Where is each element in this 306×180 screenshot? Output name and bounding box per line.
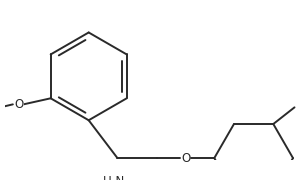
Text: O: O bbox=[14, 98, 24, 111]
Text: O: O bbox=[181, 152, 190, 165]
Text: H₂N: H₂N bbox=[103, 175, 125, 180]
